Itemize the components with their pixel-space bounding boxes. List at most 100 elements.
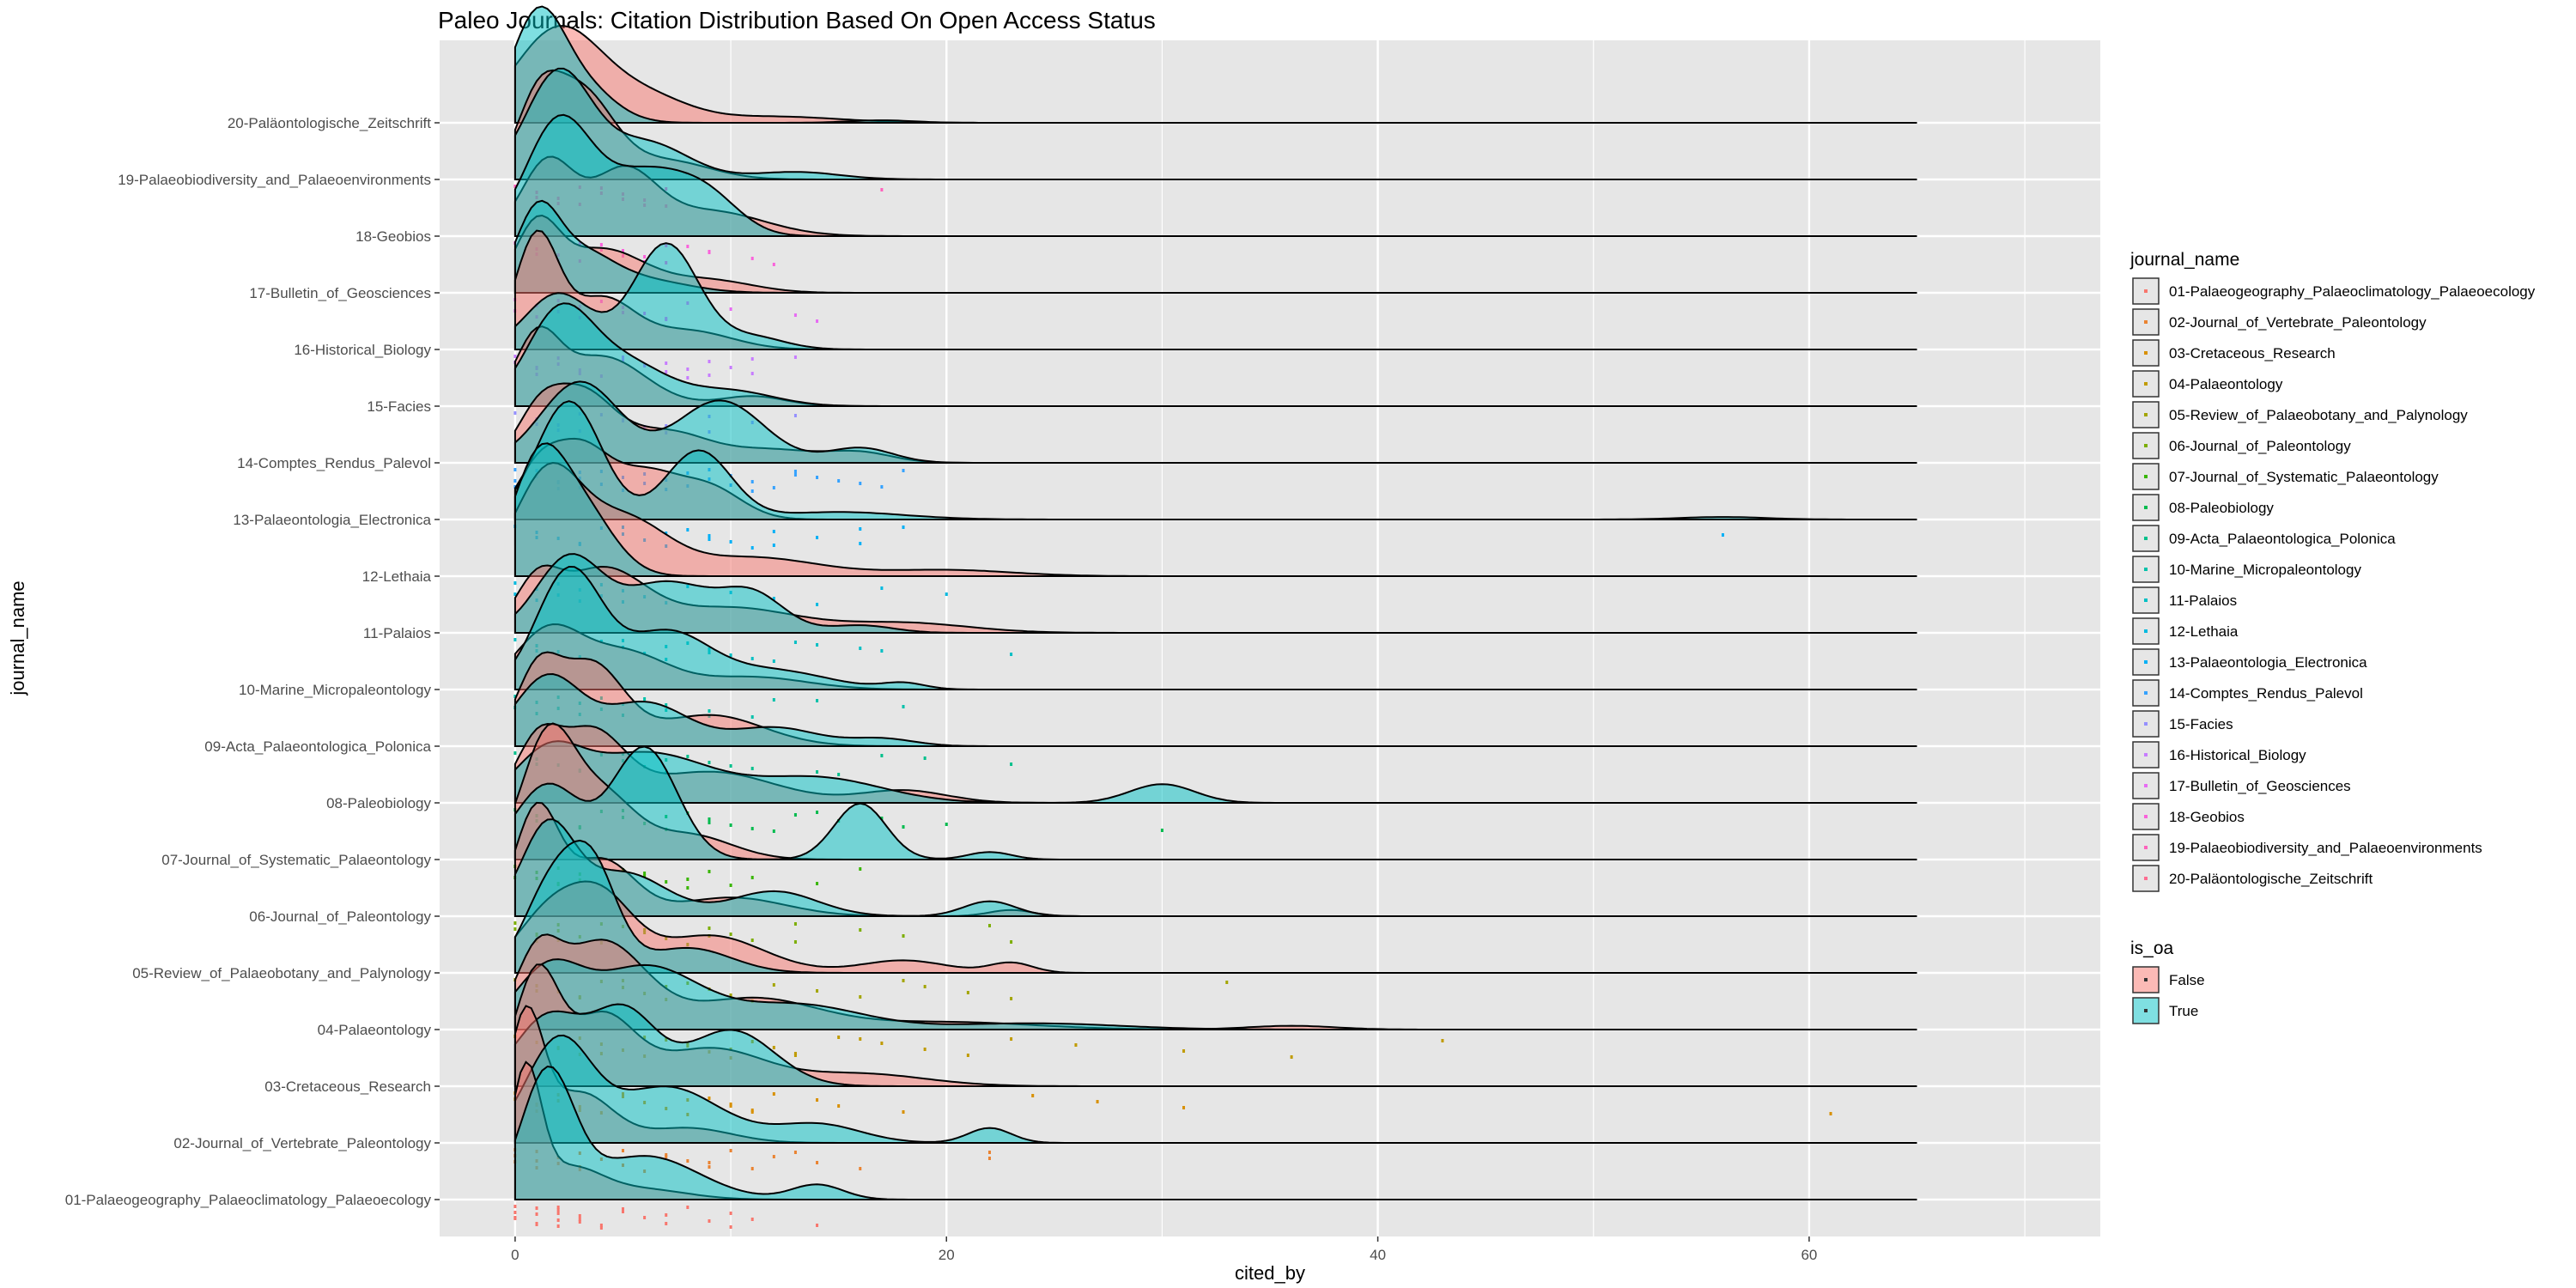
- legend-entry: 02-Journal_of_Vertebrate_Paleontology: [2169, 314, 2427, 331]
- ridge-08-true: [513, 740, 1917, 804]
- data-point-14: [859, 482, 862, 485]
- data-point-11: [750, 657, 754, 660]
- data-point-18: [621, 249, 624, 252]
- data-point-07: [729, 884, 732, 887]
- data-point-01: [556, 1206, 560, 1209]
- data-point-07: [708, 870, 711, 873]
- data-point-01: [556, 1208, 560, 1212]
- data-point-04: [1010, 1037, 1013, 1041]
- data-point-11: [1010, 653, 1013, 656]
- data-point-17: [816, 319, 819, 323]
- ridge-05-true: [513, 839, 1917, 974]
- legend-journal-name: journal_name 01-Palaeogeography_Palaeocli…: [2129, 250, 2536, 892]
- legend-entry: 12-Lethaia: [2169, 623, 2239, 640]
- data-point-03: [902, 1110, 905, 1114]
- data-point-07: [686, 886, 690, 890]
- data-point-18: [599, 243, 603, 246]
- data-point-14: [513, 468, 517, 471]
- data-point-08: [772, 829, 775, 833]
- data-point-02: [708, 1161, 711, 1164]
- data-point-13: [665, 532, 668, 535]
- data-point-17: [729, 307, 732, 311]
- y-tick-label: 18-Geobios: [355, 228, 431, 245]
- data-point-05: [1225, 981, 1229, 984]
- data-point-04: [966, 1054, 969, 1057]
- data-point-03: [1182, 1106, 1186, 1109]
- data-point-01: [513, 1205, 517, 1208]
- data-point-04: [880, 1042, 884, 1045]
- data-point-03: [1031, 1094, 1035, 1097]
- data-point-04: [1182, 1049, 1186, 1053]
- data-point-08: [902, 825, 905, 829]
- data-point-16: [708, 374, 711, 377]
- y-tick-label: 19-Palaeobiodiversity_and_Palaeoenvironm…: [118, 172, 431, 188]
- data-point-01: [686, 1206, 690, 1209]
- data-point-14: [880, 485, 884, 489]
- data-point-08: [1160, 829, 1163, 832]
- data-point-01: [599, 1226, 603, 1230]
- data-point-12: [945, 592, 948, 596]
- data-point-01: [708, 1219, 711, 1223]
- data-point-06: [1010, 940, 1013, 944]
- legend-key-dot: [2144, 629, 2148, 633]
- data-point-04: [1074, 1043, 1078, 1047]
- ridge-13-true: [513, 400, 1917, 520]
- data-point-13: [729, 540, 732, 544]
- data-point-05: [966, 991, 969, 994]
- data-point-05: [923, 985, 927, 988]
- y-tick-label: 15-Facies: [367, 398, 431, 415]
- x-tick-label: 20: [939, 1247, 955, 1263]
- data-point-18: [643, 255, 647, 258]
- legend-key-dot: [2144, 506, 2148, 509]
- data-point-07: [816, 882, 819, 885]
- data-point-03: [708, 1097, 711, 1100]
- data-point-10: [513, 695, 517, 698]
- legend-entry: 05-Review_of_Palaeobotany_and_Palynology: [2169, 407, 2468, 423]
- data-point-03: [816, 1098, 819, 1102]
- data-point-01: [556, 1212, 560, 1215]
- ridge-01-true: [513, 1065, 1917, 1200]
- data-point-05: [859, 995, 862, 999]
- legend-entry: 07-Journal_of_Systematic_Palaeontology: [2169, 469, 2439, 485]
- legend-key-dot: [2144, 444, 2148, 447]
- data-point-15: [793, 414, 797, 417]
- y-tick-label: 07-Journal_of_Systematic_Palaeontology: [161, 852, 431, 868]
- legend-key: [2132, 494, 2160, 521]
- data-point-11: [772, 659, 775, 663]
- data-point-08: [816, 811, 819, 814]
- data-point-01: [556, 1218, 560, 1222]
- data-point-03: [750, 1110, 754, 1114]
- legend-key-dot: [2144, 475, 2148, 478]
- data-point-18: [686, 245, 690, 248]
- data-point-06: [902, 934, 905, 938]
- legend-key: [2132, 617, 2160, 645]
- data-point-14: [513, 479, 517, 483]
- legend-entry: 15-Facies: [2169, 716, 2233, 732]
- data-point-02: [772, 1155, 775, 1158]
- data-point-05: [816, 989, 819, 993]
- data-point-03: [837, 1104, 841, 1108]
- data-point-02: [987, 1157, 991, 1160]
- data-point-01: [643, 1216, 647, 1219]
- ridge-07-true: [513, 745, 1917, 860]
- data-point-07: [643, 872, 647, 875]
- data-point-06: [750, 939, 754, 942]
- data-point-04: [859, 1037, 862, 1041]
- data-point-07: [750, 876, 754, 879]
- data-point-13: [772, 530, 775, 533]
- data-point-14: [750, 489, 754, 493]
- legend-key-dot: [2144, 289, 2148, 293]
- data-point-01: [729, 1212, 732, 1215]
- data-point-02: [793, 1151, 797, 1154]
- legend-key-dot: [2144, 351, 2148, 355]
- legend-entry: 09-Acta_Palaeontologica_Polonica: [2169, 531, 2396, 547]
- legend-key: [2132, 277, 2160, 305]
- legend-key-dot: [2144, 815, 2148, 818]
- data-point-16: [665, 361, 668, 365]
- legend-key-dot: [2144, 537, 2148, 540]
- data-point-18: [750, 257, 754, 260]
- data-point-08: [708, 821, 711, 824]
- data-point-01: [599, 1224, 603, 1227]
- legend-entry: 01-Palaeogeography_Palaeoclimatology_Pal…: [2169, 283, 2536, 300]
- ridge-10-true: [513, 565, 1917, 690]
